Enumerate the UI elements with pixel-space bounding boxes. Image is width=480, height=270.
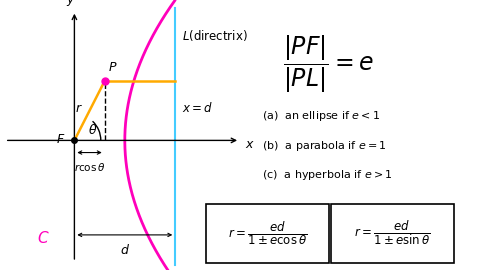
- Text: $x$: $x$: [245, 138, 254, 151]
- Text: $d$: $d$: [120, 243, 130, 257]
- Text: $r\cos\theta$: $r\cos\theta$: [74, 161, 105, 173]
- Text: $r$: $r$: [75, 102, 83, 114]
- Text: (a)  an ellipse if $e < 1$: (a) an ellipse if $e < 1$: [262, 109, 380, 123]
- FancyBboxPatch shape: [331, 204, 454, 263]
- Text: $r = \dfrac{ed}{1 \pm e\sin\theta}$: $r = \dfrac{ed}{1 \pm e\sin\theta}$: [355, 220, 431, 247]
- Text: (c)  a hyperbola if $e > 1$: (c) a hyperbola if $e > 1$: [262, 168, 392, 183]
- Text: $\theta$: $\theta$: [88, 123, 97, 137]
- FancyBboxPatch shape: [206, 204, 329, 263]
- Text: $F$: $F$: [57, 133, 66, 146]
- Text: $C$: $C$: [37, 230, 49, 246]
- Text: $P$: $P$: [108, 61, 118, 74]
- Text: $r = \dfrac{ed}{1 \pm e\cos\theta}$: $r = \dfrac{ed}{1 \pm e\cos\theta}$: [228, 220, 308, 247]
- Text: (b)  a parabola if $e = 1$: (b) a parabola if $e = 1$: [262, 139, 386, 153]
- Text: $x = d$: $x = d$: [182, 101, 214, 115]
- Text: $\dfrac{|PF|}{|PL|} = e$: $\dfrac{|PF|}{|PL|} = e$: [283, 34, 374, 96]
- Text: $y$: $y$: [66, 0, 75, 8]
- Text: $L\mathrm{(directrix)}$: $L\mathrm{(directrix)}$: [182, 28, 248, 43]
